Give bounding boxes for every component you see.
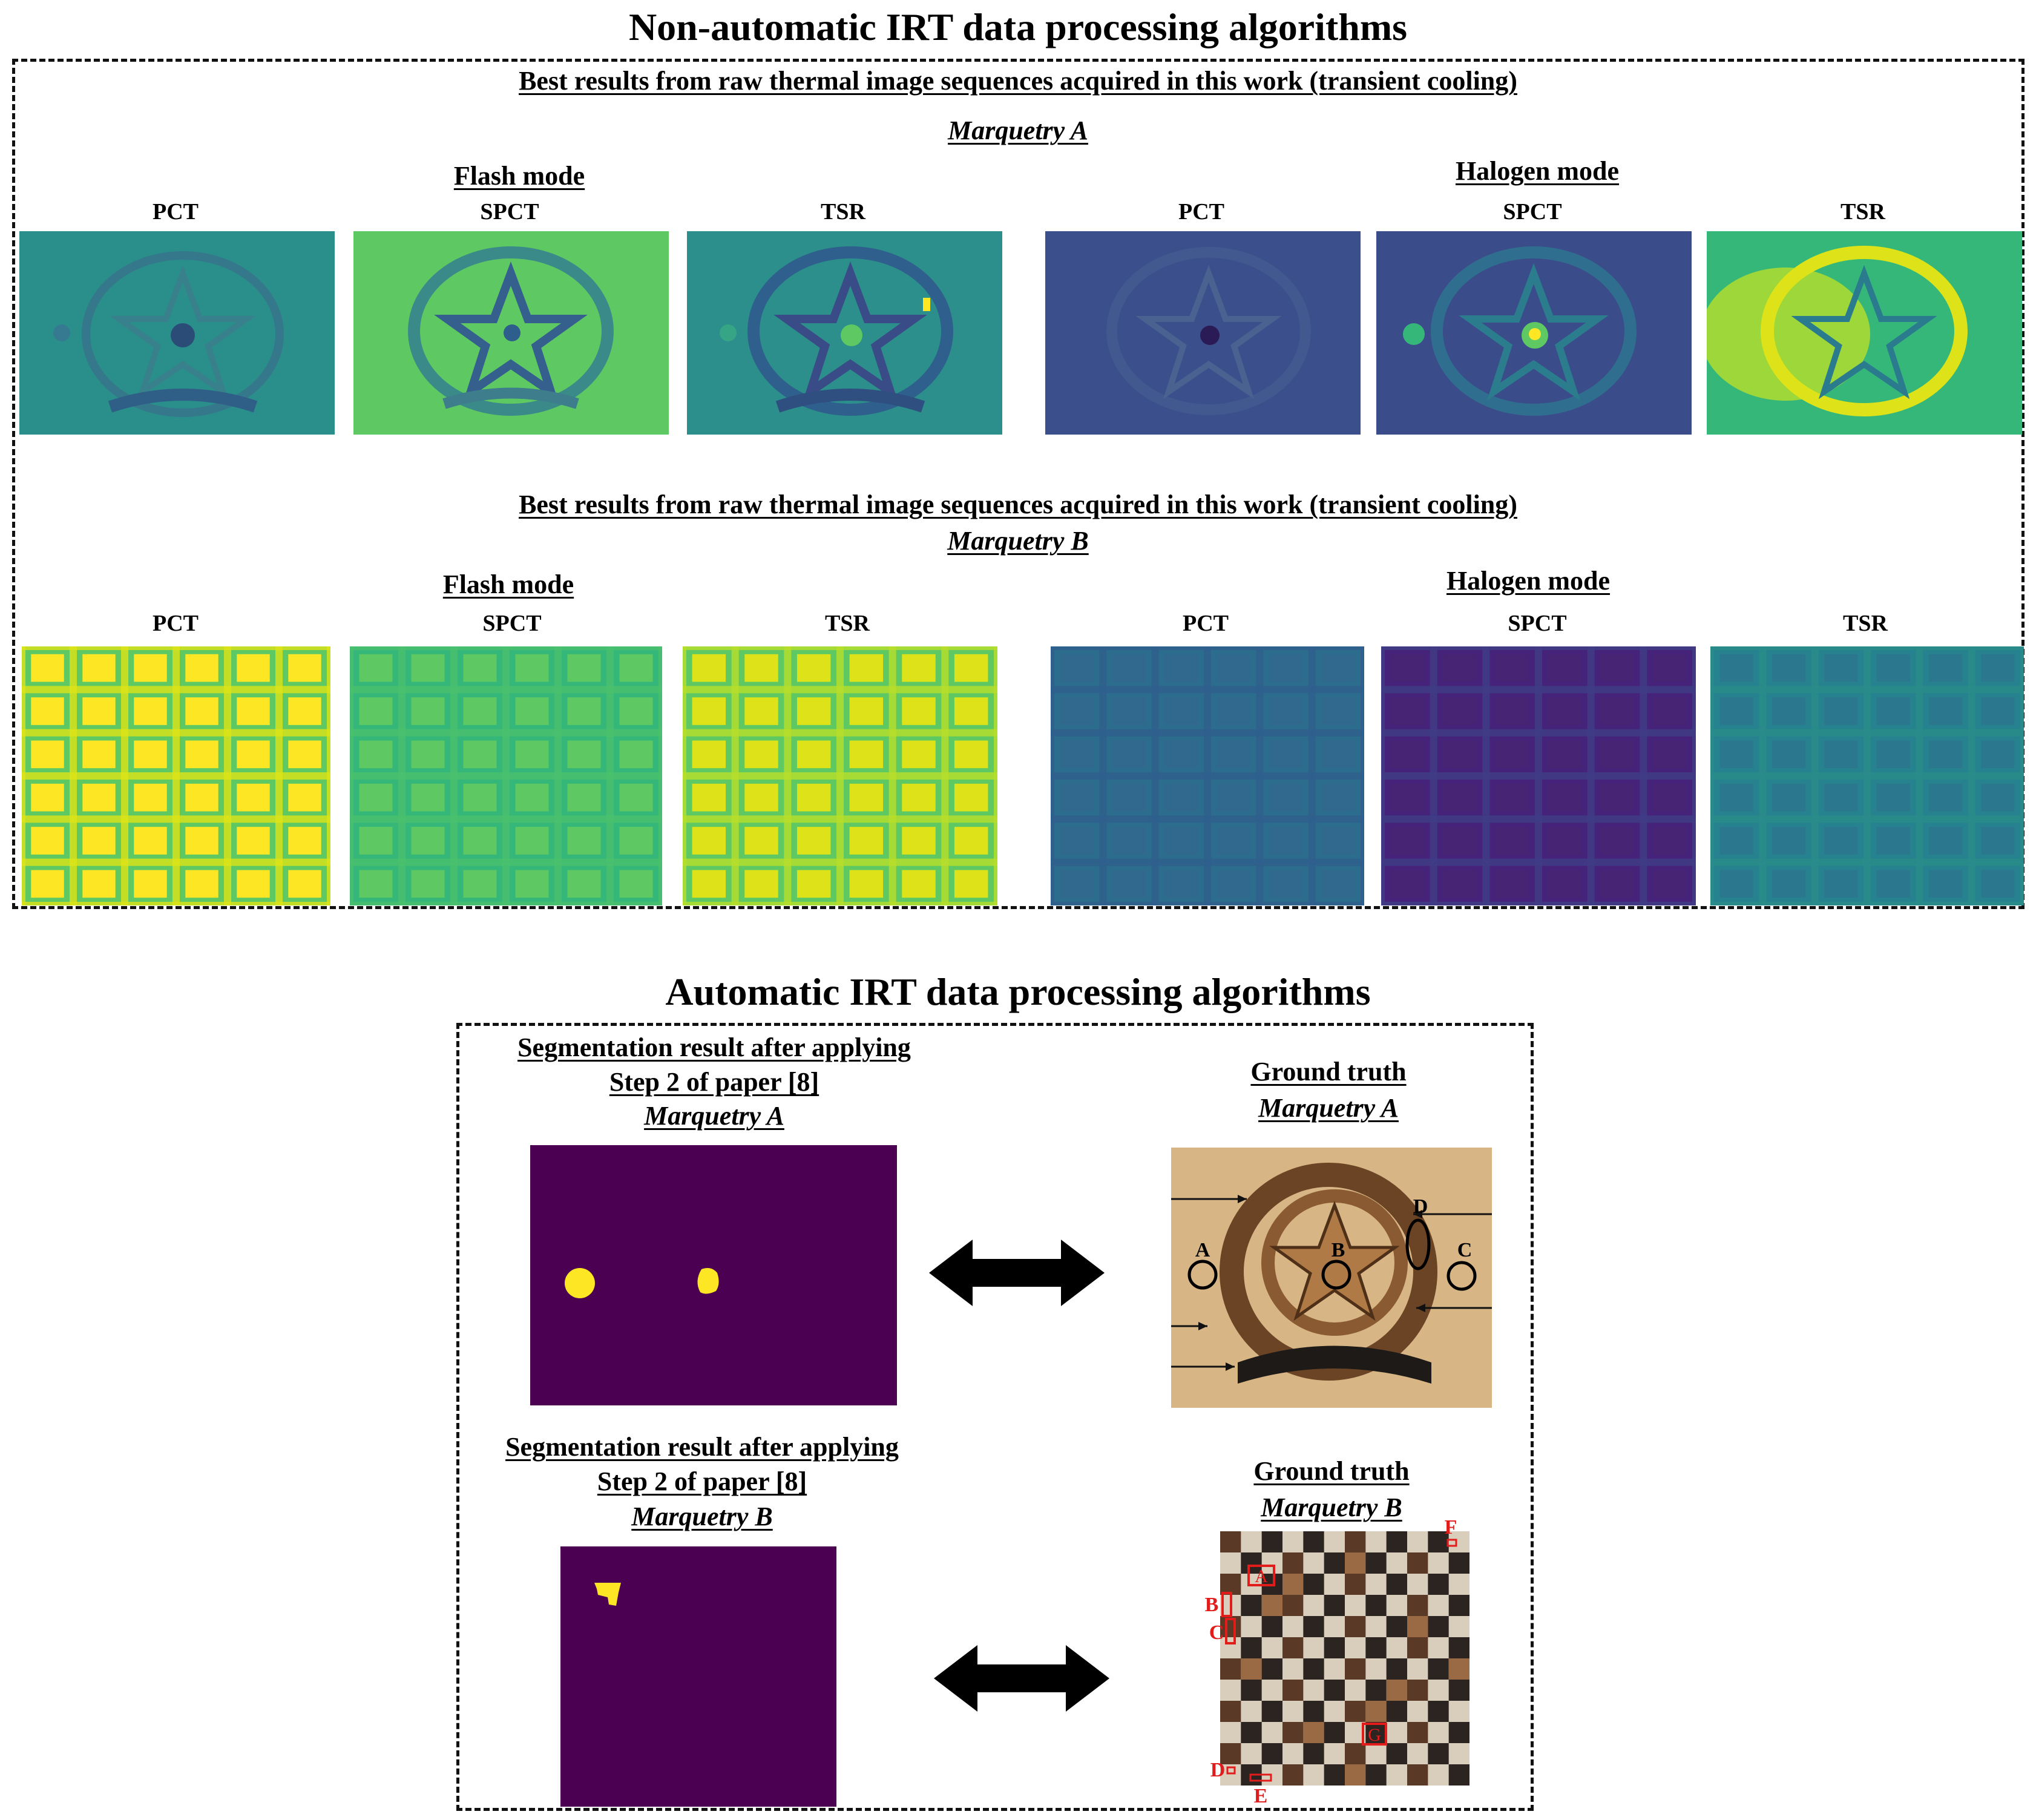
marquetry-a-pct-halogen-image bbox=[1045, 231, 1361, 435]
block-a-heading: Best results from raw thermal image sequ… bbox=[519, 66, 1517, 96]
gt-b-marker-c: C bbox=[1209, 1621, 1224, 1644]
marquetry-a-tsr-halogen-image bbox=[1707, 231, 2022, 435]
gt-b-marker-d: D bbox=[1210, 1759, 1226, 1781]
marquetry-a-spct-halogen-image bbox=[1376, 231, 1692, 435]
block-a-label-spct-halogen: SPCT bbox=[1503, 199, 1562, 225]
block-a-flash-mode: Flash mode bbox=[453, 161, 585, 191]
marquetry-a-pct-flash-image bbox=[19, 231, 335, 435]
block-a-halogen-mode: Halogen mode bbox=[1455, 156, 1620, 186]
bottom-dashed-frame bbox=[456, 1023, 1534, 1811]
block-b-label-spct-flash: SPCT bbox=[482, 611, 542, 636]
seg-a-line2: Step 2 of paper [8] bbox=[609, 1067, 819, 1097]
marquetry-a-spct-flash-image bbox=[353, 231, 669, 435]
gt-a-marker-a: A bbox=[1195, 1239, 1210, 1261]
block-b-label-pct-flash: PCT bbox=[153, 611, 199, 636]
block-b-label-tsr-halogen: TSR bbox=[1843, 611, 1888, 636]
block-a-label-tsr-flash: TSR bbox=[821, 199, 865, 225]
block-b-specimen: Marquetry B bbox=[947, 526, 1089, 556]
block-b-label-spct-halogen: SPCT bbox=[1508, 611, 1567, 636]
block-b-halogen-mode: Halogen mode bbox=[1446, 566, 1611, 596]
gt-b-marker-a: A bbox=[1255, 1566, 1268, 1586]
gt-b-line1: Ground truth bbox=[1253, 1456, 1410, 1486]
seg-a-line1: Segmentation result after applying bbox=[517, 1033, 911, 1062]
gt-b-marker-g: G bbox=[1368, 1725, 1381, 1745]
top-dashed-frame bbox=[12, 59, 2025, 909]
seg-b-line2: Step 2 of paper [8] bbox=[597, 1467, 807, 1496]
marquetry-b-pct-flash-image bbox=[22, 646, 330, 905]
seg-b-line3: Marquetry B bbox=[631, 1502, 773, 1531]
block-a-label-tsr-halogen: TSR bbox=[1841, 199, 1885, 225]
block-a-label-pct-halogen: PCT bbox=[1178, 199, 1224, 225]
gt-b-marker-b: B bbox=[1205, 1594, 1219, 1616]
marquetry-b-tsr-flash-image bbox=[683, 646, 997, 905]
seg-a-image bbox=[530, 1145, 897, 1405]
gt-a-line2: Marquetry A bbox=[1258, 1093, 1399, 1123]
gt-a-marker-d: D bbox=[1413, 1195, 1428, 1218]
block-b-label-pct-halogen: PCT bbox=[1183, 611, 1229, 636]
marquetry-b-spct-halogen-image bbox=[1381, 646, 1696, 905]
gt-b-line2: Marquetry B bbox=[1261, 1493, 1402, 1522]
ground-truth-a-photo: A B C D bbox=[1171, 1148, 1492, 1408]
seg-b-line1: Segmentation result after applying bbox=[505, 1432, 899, 1462]
seg-a-line3: Marquetry A bbox=[644, 1101, 784, 1131]
double-arrow-b bbox=[934, 1645, 1109, 1712]
gt-a-marker-c: C bbox=[1457, 1239, 1473, 1261]
block-a-specimen: Marquetry A bbox=[948, 116, 1088, 145]
block-b-heading: Best results from raw thermal image sequ… bbox=[519, 490, 1517, 519]
block-a-label-spct-flash: SPCT bbox=[480, 199, 539, 225]
gt-a-marker-b: B bbox=[1332, 1239, 1345, 1261]
marquetry-b-spct-flash-image bbox=[350, 646, 662, 905]
gt-a-line1: Ground truth bbox=[1250, 1057, 1407, 1086]
block-b-label-tsr-flash: TSR bbox=[825, 611, 870, 636]
gt-b-marker-f: F bbox=[1445, 1516, 1457, 1539]
top-section-title: Non-automatic IRT data processing algori… bbox=[628, 5, 1408, 48]
block-b-flash-mode: Flash mode bbox=[442, 570, 574, 599]
marquetry-a-tsr-flash-image bbox=[687, 231, 1002, 435]
seg-b-image bbox=[560, 1546, 836, 1807]
marquetry-b-pct-halogen-image bbox=[1051, 646, 1364, 905]
gt-b-marker-e: E bbox=[1254, 1785, 1268, 1807]
double-arrow-a bbox=[929, 1240, 1105, 1306]
bottom-section-title: Automatic IRT data processing algorithms bbox=[665, 970, 1371, 1013]
block-a-label-pct-flash: PCT bbox=[153, 199, 199, 225]
marquetry-b-tsr-halogen-image bbox=[1710, 646, 2024, 905]
ground-truth-b-photo: A B C D E F G bbox=[1198, 1513, 1489, 1807]
